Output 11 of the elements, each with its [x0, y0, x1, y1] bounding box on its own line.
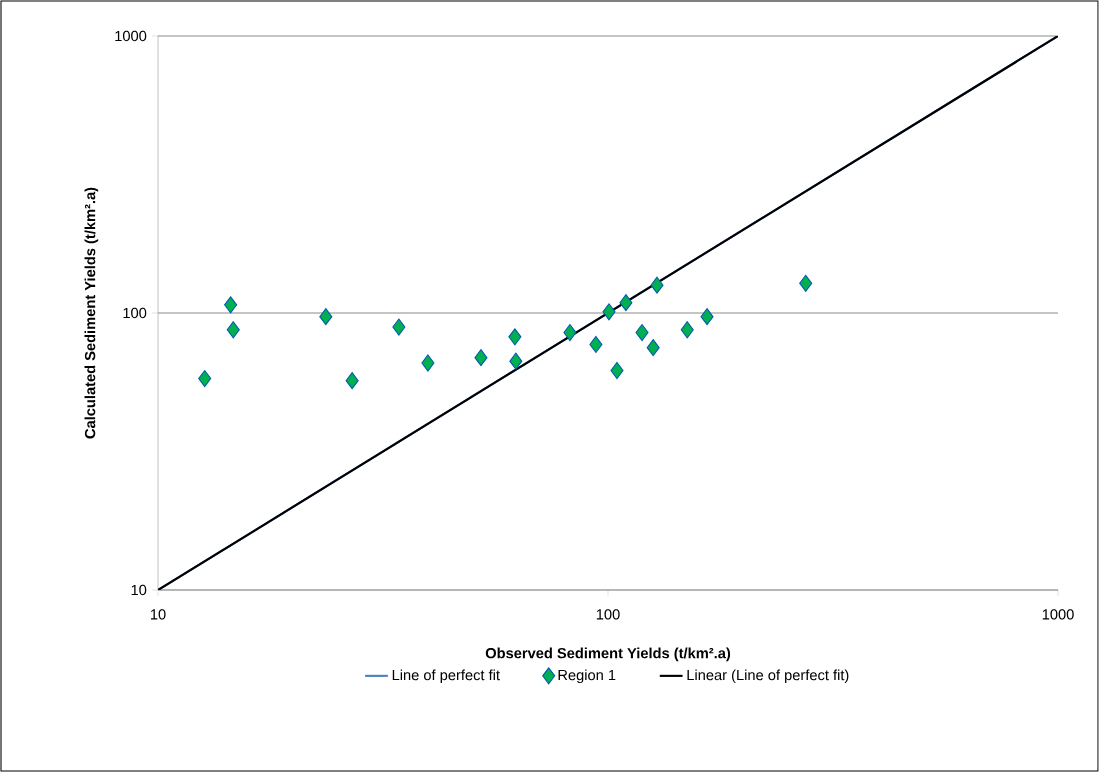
x-tick-label: 1000 — [1042, 609, 1074, 620]
x-tick-label: 10 — [150, 609, 166, 620]
legend-label: Region 1 — [558, 669, 616, 684]
legend-label: Line of perfect fit — [392, 669, 500, 684]
y-tick-label: 1000 — [115, 30, 147, 42]
legend-label: Linear (Line of perfect fit) — [687, 669, 849, 684]
x-axis-title: Observed Sediment Yields (t/km².a) — [485, 647, 731, 662]
x-tick-label: 100 — [596, 609, 620, 620]
y-axis-title: Calculated Sediment Yields (t/km².a) — [84, 187, 99, 439]
y-tick-label: 10 — [131, 584, 147, 596]
y-tick-label: 100 — [123, 307, 147, 319]
